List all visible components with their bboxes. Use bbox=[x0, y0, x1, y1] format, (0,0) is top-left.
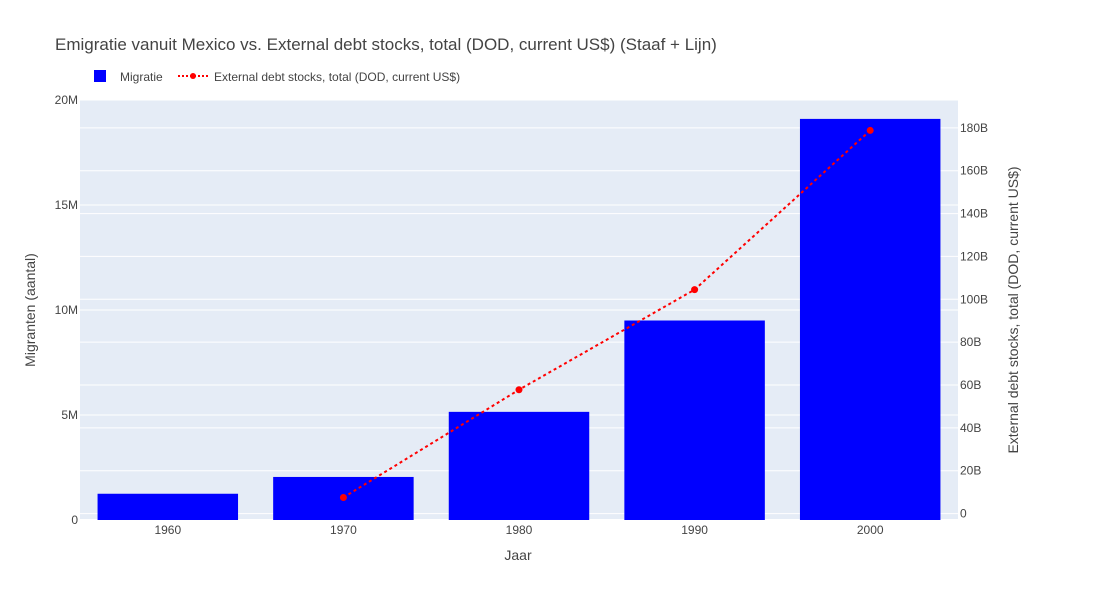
y-left-tick-label: 20M bbox=[55, 93, 78, 107]
line-point[interactable] bbox=[339, 494, 347, 501]
y-right-tick-label: 0 bbox=[960, 507, 967, 521]
legend-marker-debt bbox=[190, 73, 196, 79]
y-left-tick-label: 10M bbox=[55, 303, 78, 317]
legend-label-debt: External debt stocks, total (DOD, curren… bbox=[214, 70, 460, 84]
y-left-tick-label: 15M bbox=[55, 198, 78, 212]
y-right-axis-title: External debt stocks, total (DOD, curren… bbox=[1005, 166, 1021, 453]
series-line bbox=[342, 129, 871, 499]
bar[interactable] bbox=[448, 411, 590, 520]
legend[interactable]: Migratie External debt stocks, total (DO… bbox=[94, 70, 460, 84]
y-right-tick-label: 60B bbox=[960, 378, 981, 392]
y-left-axis-ticks: 0 5M 10M 15M 20M bbox=[55, 93, 79, 527]
bar-series-migratie bbox=[97, 118, 941, 521]
legend-swatch-migratie bbox=[94, 70, 106, 82]
y-right-tick-label: 80B bbox=[960, 335, 981, 349]
bar[interactable] bbox=[799, 118, 941, 521]
bar[interactable] bbox=[624, 320, 765, 521]
y-left-axis-title: Migranten (aantal) bbox=[22, 253, 38, 367]
y-left-tick-label: 5M bbox=[61, 408, 78, 422]
line-series-debt bbox=[339, 126, 874, 501]
x-axis-title: Jaar bbox=[504, 547, 532, 563]
x-tick-label: 2000 bbox=[857, 523, 884, 537]
y-right-tick-label: 120B bbox=[960, 249, 988, 263]
y-left-tick-label: 0 bbox=[71, 513, 78, 527]
x-axis-ticks: 1960 1970 1980 1990 2000 bbox=[154, 523, 883, 537]
line-point[interactable] bbox=[866, 126, 874, 134]
y-right-tick-label: 140B bbox=[960, 207, 988, 221]
bar[interactable] bbox=[97, 493, 239, 520]
x-tick-label: 1960 bbox=[154, 523, 181, 537]
y-right-tick-label: 100B bbox=[960, 292, 988, 306]
x-tick-label: 1970 bbox=[330, 523, 357, 537]
x-tick-label: 1990 bbox=[681, 523, 708, 537]
y-right-tick-label: 180B bbox=[960, 121, 988, 135]
y-right-tick-label: 160B bbox=[960, 164, 988, 178]
y-right-tick-label: 40B bbox=[960, 421, 981, 435]
x-tick-label: 1980 bbox=[506, 523, 533, 537]
y-right-axis-ticks: 0 20B 40B 60B 80B 100B 120B 140B 160B 180B bbox=[960, 121, 988, 521]
y-right-tick-label: 20B bbox=[960, 464, 981, 478]
line-point[interactable] bbox=[691, 286, 699, 294]
legend-label-migratie: Migratie bbox=[120, 70, 163, 84]
chart-title: Emigratie vanuit Mexico vs. External deb… bbox=[55, 35, 717, 54]
line-point[interactable] bbox=[515, 386, 523, 394]
